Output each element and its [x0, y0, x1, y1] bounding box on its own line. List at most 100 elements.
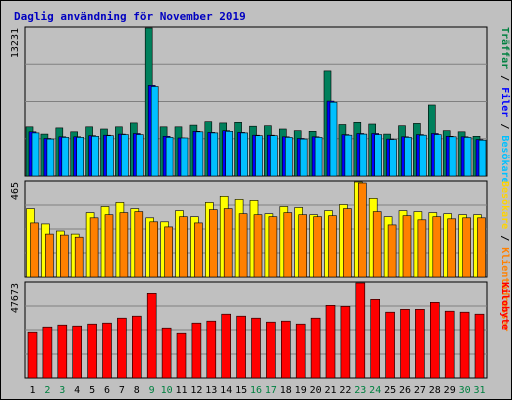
plot-layer: 13231 Träffar / Filer / Besökare 465 Besöka… — [10, 26, 511, 379]
bar-kilobyte-day-17 — [266, 321, 276, 379]
x-tick-label: 1 — [29, 385, 35, 396]
bar-klientadresser-day-1 — [30, 222, 39, 278]
x-tick-label: 27 — [414, 385, 426, 396]
bar-besökare-day-16 — [255, 135, 263, 177]
x-tick-label: 11 — [175, 385, 187, 396]
bar-klientadresser-day-9 — [149, 221, 158, 278]
bar-kilobyte-day-11 — [176, 332, 187, 379]
bar-besökare-day-26 — [404, 137, 412, 177]
bar-kilobyte-day-20 — [310, 317, 321, 379]
bar-kilobyte-day-10 — [161, 327, 172, 379]
x-tick-label: 10 — [161, 385, 173, 396]
x-tick-label: 4 — [74, 385, 80, 396]
x-tick-label: 9 — [149, 385, 155, 396]
y-max-label: 465 — [10, 182, 21, 200]
bar-klientadresser-day-12 — [194, 222, 203, 278]
bar-klientadresser-day-24 — [372, 211, 382, 278]
bar-besökare-day-9 — [150, 86, 159, 177]
legend-entry: Filer — [499, 87, 511, 117]
legend-entry: / — [499, 69, 510, 87]
x-tick-label: 17 — [265, 385, 277, 396]
bar-kilobyte-day-23 — [355, 282, 366, 379]
x-tick-label: 3 — [59, 385, 65, 396]
bar-besökare-day-17 — [270, 135, 278, 177]
panel-kilobytes: 47673 Kilobyte — [10, 281, 511, 379]
bar-kilobyte-day-16 — [251, 317, 261, 379]
chart-title: Daglig användning för November 2019 — [14, 10, 246, 23]
bar-besökare-day-27 — [419, 134, 427, 177]
bar-kilobyte-day-4 — [72, 325, 82, 379]
legend-entry: / — [499, 117, 510, 135]
bar-besökare-day-6 — [106, 135, 114, 177]
x-tick-label: 2 — [44, 385, 50, 396]
bar-besökare-day-14 — [225, 131, 233, 177]
legend-entry: Klientadresser — [499, 247, 511, 331]
bar-klientadresser-day-5 — [89, 217, 99, 278]
bar-besökare-day-3 — [61, 137, 70, 177]
bar-klientadresser-day-6 — [104, 214, 114, 278]
bar-kilobyte-day-9 — [146, 292, 157, 379]
bar-klientadresser-day-28 — [432, 216, 442, 278]
bar-besökare-day-18 — [284, 137, 293, 177]
bar-kilobyte-day-14 — [221, 313, 231, 379]
bar-klientadresser-day-23 — [357, 182, 367, 278]
legend-entry: Besökare — [499, 181, 510, 229]
bar-klientadresser-day-27 — [417, 219, 427, 278]
legend-entry: / — [499, 229, 510, 247]
x-tick-label: 29 — [444, 385, 456, 396]
bar-besökare-day-24 — [374, 134, 383, 177]
x-tick-label: 20 — [310, 385, 322, 396]
bar-klientadresser-day-4 — [74, 236, 84, 278]
x-tick-label: 18 — [280, 385, 292, 396]
bar-klientadresser-day-20 — [313, 216, 322, 278]
x-tick-label: 23 — [354, 385, 366, 396]
bar-kilobyte-day-8 — [132, 315, 142, 379]
x-tick-label: 12 — [190, 385, 202, 396]
bar-kilobyte-day-28 — [429, 301, 440, 379]
legend: Träffar / Filer / Besökare — [499, 27, 511, 184]
x-tick-label: 31 — [473, 385, 485, 396]
x-tick-label: 13 — [205, 385, 217, 396]
bar-kilobyte-day-19 — [295, 323, 306, 379]
bar-besökare-day-29 — [448, 136, 457, 177]
bar-besökare-day-8 — [136, 134, 144, 177]
bar-klientadresser-day-25 — [387, 224, 397, 278]
x-tick-label: 30 — [459, 385, 471, 396]
x-tick-label: 21 — [324, 385, 336, 396]
bar-klientadresser-day-13 — [209, 209, 218, 278]
bar-klientadresser-day-17 — [268, 216, 278, 278]
bar-klientadresser-day-2 — [45, 233, 54, 278]
legend-entry: Träffar — [499, 27, 510, 69]
bar-kilobyte-day-12 — [191, 322, 202, 379]
x-tick-label: 25 — [384, 385, 396, 396]
bar-klientadresser-day-22 — [343, 208, 352, 278]
x-tick-label: 6 — [104, 385, 110, 396]
bar-besökare-day-25 — [389, 139, 397, 177]
bar-kilobyte-day-30 — [459, 311, 470, 379]
bar-kilobyte-day-22 — [340, 305, 351, 379]
bar-klientadresser-day-11 — [179, 216, 188, 278]
bar-klientadresser-day-14 — [223, 208, 233, 278]
bar-kilobyte-day-25 — [385, 311, 395, 379]
bar-klientadresser-day-29 — [447, 218, 457, 278]
bar-kilobyte-day-15 — [236, 315, 246, 379]
legend-entry: Besökare — [499, 135, 510, 183]
bar-besökare-day-30 — [463, 137, 472, 177]
bar-kilobyte-day-5 — [87, 323, 97, 379]
bar-besökare-day-12 — [195, 131, 204, 177]
panel-hits-files-visits: 13231 Träffar / Filer / Besökare — [10, 26, 511, 184]
bar-kilobyte-day-1 — [27, 331, 38, 379]
bar-klientadresser-day-7 — [119, 212, 129, 278]
y-max-label: 47673 — [10, 283, 21, 313]
x-tick-label: 26 — [399, 385, 411, 396]
bar-kilobyte-day-24 — [370, 298, 381, 379]
legend: Besökare / Klientadresser — [499, 181, 511, 332]
x-tick-label: 16 — [250, 385, 262, 396]
x-tick-label: 15 — [235, 385, 247, 396]
bar-klientadresser-day-26 — [402, 215, 412, 278]
y-max-label: 13231 — [10, 28, 21, 58]
bar-klientadresser-day-16 — [253, 214, 263, 278]
x-tick-label: 5 — [89, 385, 95, 396]
bar-kilobyte-day-21 — [325, 304, 336, 379]
